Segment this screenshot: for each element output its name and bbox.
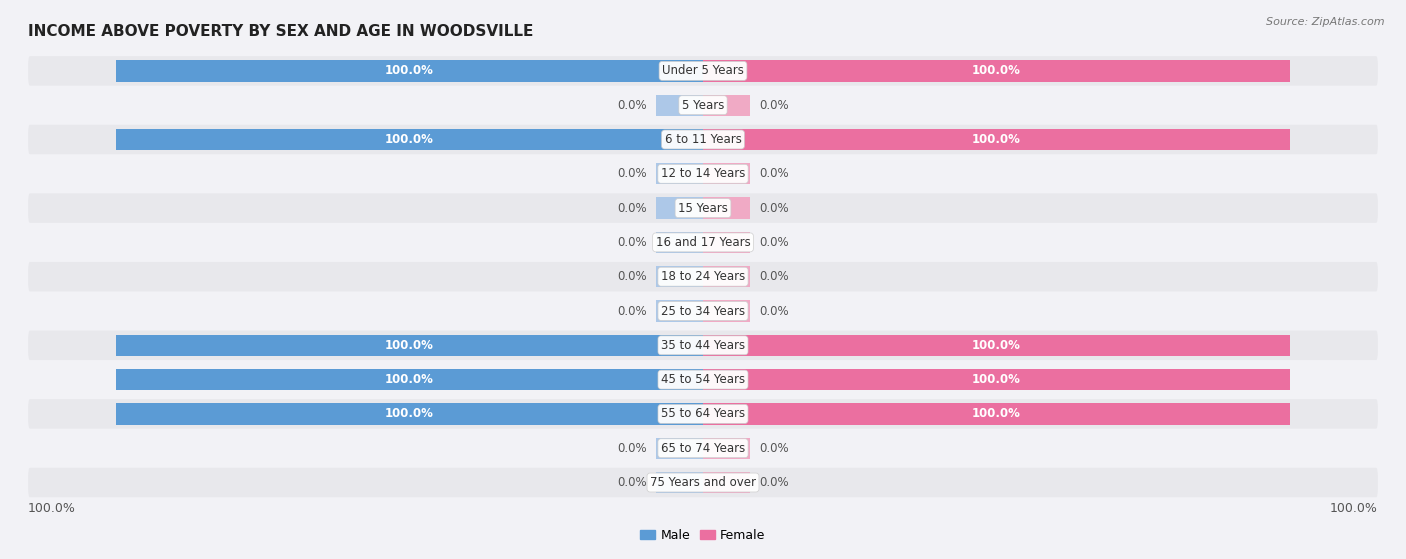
Text: 100.0%: 100.0% [385,64,434,77]
FancyBboxPatch shape [28,91,1378,120]
Text: Under 5 Years: Under 5 Years [662,64,744,77]
Text: 15 Years: 15 Years [678,202,728,215]
Text: 5 Years: 5 Years [682,99,724,112]
Text: 0.0%: 0.0% [617,270,647,283]
FancyBboxPatch shape [28,365,1378,394]
Text: 65 to 74 Years: 65 to 74 Years [661,442,745,454]
Text: 0.0%: 0.0% [617,305,647,318]
Text: 35 to 44 Years: 35 to 44 Years [661,339,745,352]
FancyBboxPatch shape [28,159,1378,188]
Bar [703,163,749,184]
Text: Source: ZipAtlas.com: Source: ZipAtlas.com [1267,17,1385,27]
Bar [703,438,749,459]
Text: 0.0%: 0.0% [617,476,647,489]
Text: 0.0%: 0.0% [759,442,789,454]
Bar [703,129,1289,150]
FancyBboxPatch shape [28,193,1378,223]
Text: 0.0%: 0.0% [759,270,789,283]
Bar [703,94,749,116]
Bar [117,60,703,82]
Text: 100.0%: 100.0% [385,373,434,386]
Bar [703,403,1289,424]
Text: 45 to 54 Years: 45 to 54 Years [661,373,745,386]
Text: 100.0%: 100.0% [972,373,1021,386]
Text: 100.0%: 100.0% [972,339,1021,352]
Bar [657,300,703,321]
Text: 0.0%: 0.0% [759,167,789,181]
FancyBboxPatch shape [28,125,1378,154]
Bar [657,163,703,184]
Bar [117,403,703,424]
FancyBboxPatch shape [28,262,1378,291]
Text: 100.0%: 100.0% [385,339,434,352]
Bar [657,94,703,116]
Text: 18 to 24 Years: 18 to 24 Years [661,270,745,283]
Text: 100.0%: 100.0% [972,64,1021,77]
Bar [703,335,1289,356]
Bar [117,369,703,390]
Bar [703,369,1289,390]
Bar [703,266,749,287]
FancyBboxPatch shape [28,56,1378,86]
Bar [657,472,703,493]
Text: 0.0%: 0.0% [759,476,789,489]
Text: 0.0%: 0.0% [759,236,789,249]
Text: 16 and 17 Years: 16 and 17 Years [655,236,751,249]
Text: 0.0%: 0.0% [759,305,789,318]
Text: 100.0%: 100.0% [385,408,434,420]
Legend: Male, Female: Male, Female [636,524,770,547]
Bar [117,335,703,356]
Bar [703,300,749,321]
Text: 100.0%: 100.0% [972,133,1021,146]
Text: INCOME ABOVE POVERTY BY SEX AND AGE IN WOODSVILLE: INCOME ABOVE POVERTY BY SEX AND AGE IN W… [28,25,533,40]
Bar [703,60,1289,82]
Text: 0.0%: 0.0% [617,442,647,454]
Bar [703,472,749,493]
FancyBboxPatch shape [28,330,1378,360]
Text: 100.0%: 100.0% [385,133,434,146]
Text: 0.0%: 0.0% [759,202,789,215]
FancyBboxPatch shape [28,399,1378,429]
Bar [657,438,703,459]
Text: 0.0%: 0.0% [617,202,647,215]
Text: 12 to 14 Years: 12 to 14 Years [661,167,745,181]
FancyBboxPatch shape [28,296,1378,326]
FancyBboxPatch shape [28,228,1378,257]
Text: 0.0%: 0.0% [617,99,647,112]
Text: 100.0%: 100.0% [972,408,1021,420]
Bar [657,266,703,287]
FancyBboxPatch shape [28,468,1378,498]
Bar [657,197,703,219]
Bar [657,232,703,253]
Bar [703,232,749,253]
Text: 0.0%: 0.0% [617,167,647,181]
Text: 100.0%: 100.0% [28,503,76,515]
Text: 6 to 11 Years: 6 to 11 Years [665,133,741,146]
Text: 55 to 64 Years: 55 to 64 Years [661,408,745,420]
Text: 25 to 34 Years: 25 to 34 Years [661,305,745,318]
Text: 0.0%: 0.0% [617,236,647,249]
Text: 75 Years and over: 75 Years and over [650,476,756,489]
FancyBboxPatch shape [28,433,1378,463]
Text: 100.0%: 100.0% [1330,503,1378,515]
Bar [703,197,749,219]
Text: 0.0%: 0.0% [759,99,789,112]
Bar [117,129,703,150]
